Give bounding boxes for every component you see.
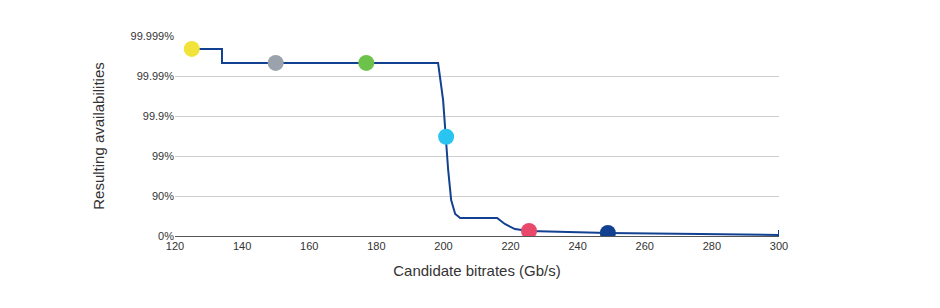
svg-text:99.999%: 99.999% xyxy=(131,30,175,42)
svg-text:280: 280 xyxy=(703,240,721,252)
svg-text:260: 260 xyxy=(636,240,654,252)
svg-text:200: 200 xyxy=(434,240,452,252)
svg-text:99.99%: 99.99% xyxy=(137,70,175,82)
svg-text:160: 160 xyxy=(300,240,318,252)
svg-text:0%: 0% xyxy=(158,230,174,242)
svg-text:220: 220 xyxy=(501,240,519,252)
svg-text:140: 140 xyxy=(233,240,251,252)
svg-text:180: 180 xyxy=(367,240,385,252)
svg-text:Candidate bitrates (Gb/s): Candidate bitrates (Gb/s) xyxy=(393,262,561,279)
svg-text:120: 120 xyxy=(166,240,184,252)
svg-text:90%: 90% xyxy=(152,190,174,202)
svg-text:99.9%: 99.9% xyxy=(143,110,174,122)
svg-text:Resulting availabilities: Resulting availabilities xyxy=(90,62,107,210)
svg-text:99%: 99% xyxy=(152,150,174,162)
svg-text:240: 240 xyxy=(568,240,586,252)
svg-text:300: 300 xyxy=(770,240,788,252)
